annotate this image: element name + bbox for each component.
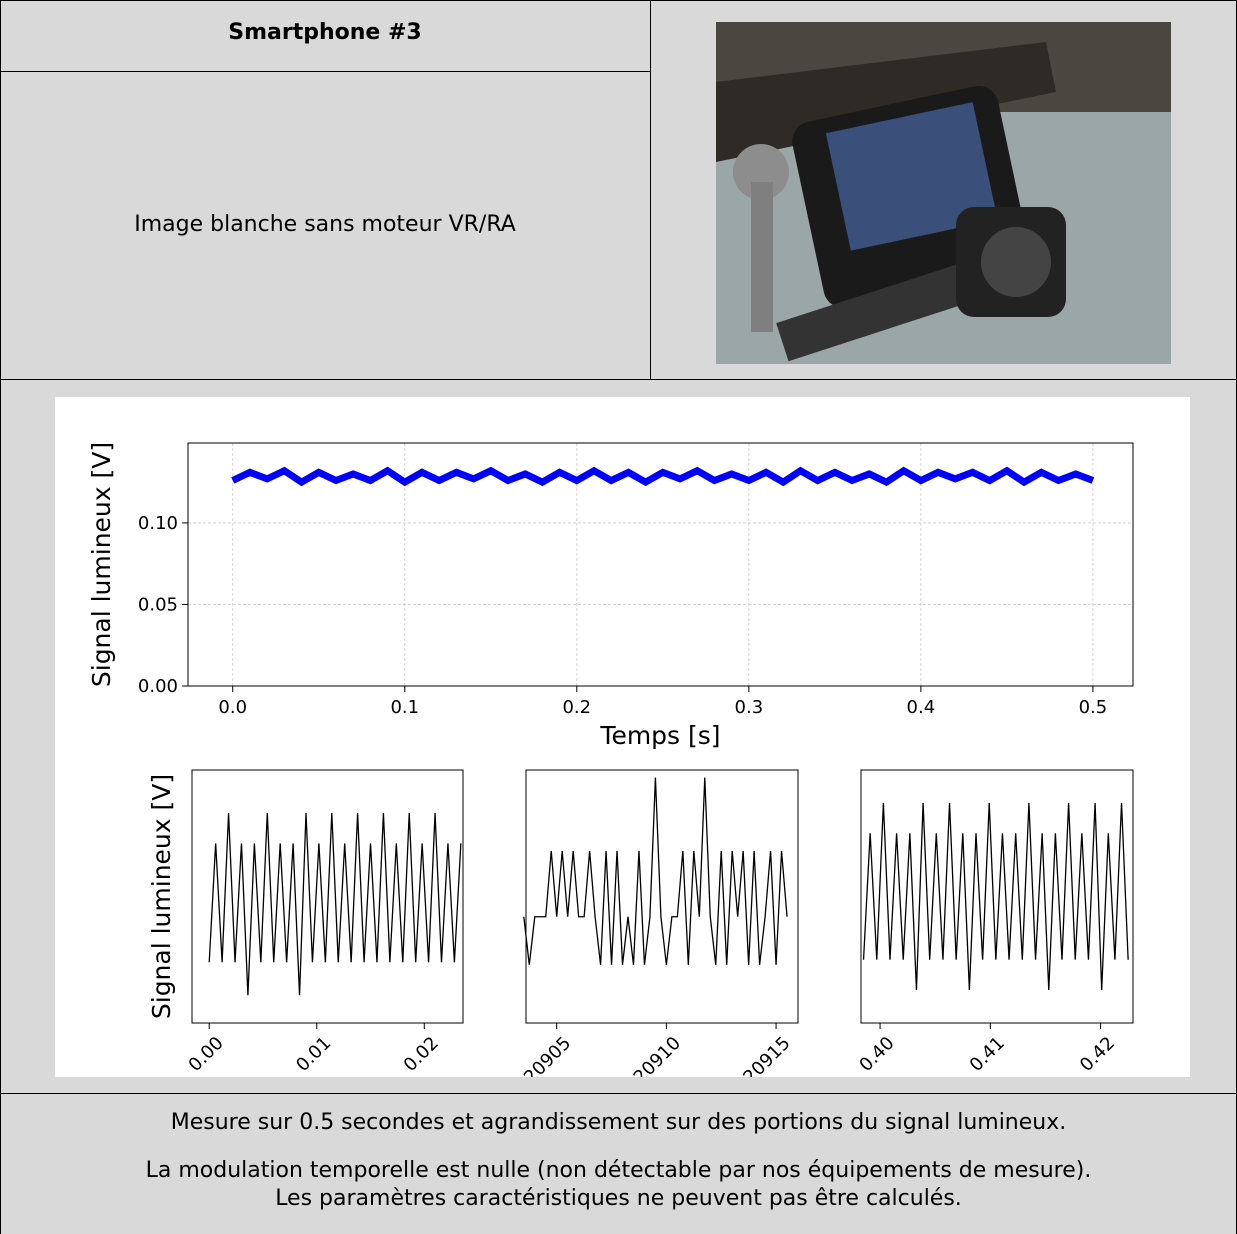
border — [0, 0, 1, 1234]
y-axis-label: Signal lumineux [V] — [87, 442, 116, 687]
x-tick-label: 0.2 — [562, 697, 591, 718]
y-tick-label: 0.00 — [138, 676, 178, 697]
signal-line — [208, 812, 462, 996]
caption: Mesure sur 0.5 secondes et agrandissemen… — [170, 1110, 1067, 1135]
x-tick-label: 0.3 — [735, 697, 764, 718]
plot-frame — [191, 769, 464, 1024]
photo — [716, 22, 1171, 364]
plot-frame — [860, 769, 1134, 1024]
border — [0, 71, 650, 72]
border — [0, 0, 1237, 1]
signal-line — [231, 466, 1095, 487]
chart: 0.0 0.1 0.2 0.3 0.4 0.5 0.00 0.05 0.10 Signal lum… — [55, 397, 1190, 1077]
description: Image blanche sans moteur VR/RA — [134, 212, 516, 237]
header-title: Smartphone #3 — [228, 20, 422, 45]
x-tick-label: 0.0 — [218, 697, 247, 718]
caption: La modulation temporelle est nulle (non … — [145, 1158, 1092, 1183]
y-tick-label: 0.10 — [138, 513, 178, 534]
border — [0, 379, 1237, 380]
border — [0, 1093, 1237, 1094]
signal-line — [523, 777, 788, 965]
border — [650, 0, 651, 380]
x-tick-label: 0.1 — [390, 697, 419, 718]
x-axis-label: Temps [s] — [599, 721, 720, 750]
y-axis-label: Signal lumineux [V] — [147, 774, 176, 1019]
x-tick-label: 0.4 — [907, 697, 936, 718]
signal-line — [862, 802, 1129, 991]
y-tick-label: 0.05 — [138, 594, 178, 615]
caption: Les paramètres caractéristiques ne peuve… — [275, 1186, 962, 1211]
x-tick-label: 0.5 — [1079, 697, 1108, 718]
plot-frame — [187, 442, 1134, 687]
plot-frame — [525, 769, 799, 1024]
